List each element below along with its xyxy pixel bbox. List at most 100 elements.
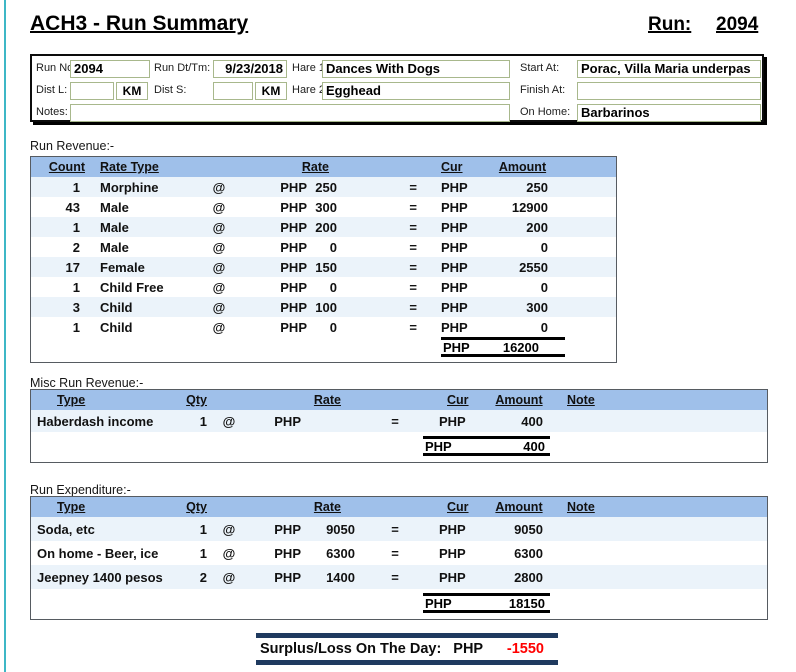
cell-rate: 250 [315,180,337,195]
expenditure-section-label: Run Expenditure:- [30,483,131,497]
cell-amount: 2800 [514,570,543,585]
cell-rate-cur: PHP [274,570,301,585]
start-at-field[interactable]: Porac, Villa Maria underpas [577,60,761,78]
cell-amount: 250 [526,180,548,195]
cell-rate: 300 [315,200,337,215]
run-label: Run: [648,14,691,36]
cell-qty: 1 [200,546,209,561]
cell-equals: = [409,220,437,235]
total-amount: 18150 [509,596,550,611]
cell-rate: 1400 [326,570,355,585]
notes-field[interactable] [70,104,510,122]
cell-cur: PHP [437,280,497,295]
cell-amount: 2550 [519,260,548,275]
table-row: Haberdash income 1 @ PHP = PHP 400 [31,410,767,432]
cell-qty: 1 [200,522,209,537]
cell-qty: 2 [200,570,209,585]
dist-s-field[interactable] [213,82,253,100]
cell-rate: 100 [315,300,337,315]
run-dt-label: Run Dt/Tm: [154,62,210,74]
hare2-field[interactable]: Egghead [322,82,510,100]
cell-rate-cur: PHP [280,260,307,275]
col-header-cur: Cur [435,393,495,407]
total-cur: PHP [423,596,452,611]
col-header-rate: Rate [314,393,355,407]
col-header-qty: Qty [186,500,209,514]
cell-equals: = [391,546,399,561]
cell-rate: 9050 [326,522,355,537]
cell-equals: = [409,260,437,275]
table-row: 1 Morphine @ PHP 250 = PHP 250 [31,177,616,197]
cell-rate-cur: PHP [280,200,307,215]
cell-amount: 200 [526,220,548,235]
col-header-cur: Cur [437,160,463,174]
cell-at-sign: @ [213,320,226,335]
finish-at-field[interactable] [577,82,761,100]
cell-cur: PHP [437,300,497,315]
surplus-loss-strip: Surplus/Loss On The Day: PHP -1550 [256,633,558,665]
cell-count: 1 [73,180,85,195]
on-home-field[interactable]: Barbarinos [577,104,761,122]
col-header-count: Count [49,160,85,174]
cell-cur: PHP [437,240,497,255]
col-header-amount: Amount [495,500,542,514]
cell-at-sign: @ [223,546,236,561]
expenditure-total-row: PHP 18150 [423,593,550,613]
cell-rate-cur: PHP [280,240,307,255]
total-amount: 400 [523,439,550,454]
col-header-rate: Rate [314,500,355,514]
run-no-field[interactable]: 2094 [70,60,150,78]
hare1-field[interactable]: Dances With Dogs [322,60,510,78]
run-revenue-total-row: PHP 16200 [441,337,565,357]
cell-equals: = [409,320,437,335]
cell-at-sign: @ [213,200,226,215]
start-at-label: Start At: [520,62,559,74]
expenditure-header-row: Type Qty Rate Cur Amount Note [31,497,767,517]
cell-rate-type: Child [85,300,195,315]
total-cur: PHP [441,340,470,355]
col-header-type: Type [31,393,181,407]
col-header-amount: Amount [495,393,542,407]
cell-rate: 0 [330,280,337,295]
table-row: 1 Male @ PHP 200 = PHP 200 [31,217,616,237]
misc-revenue-table: Type Qty Rate Cur Amount Note Haberdash … [30,389,768,463]
run-summary-report: ACH3 - Run Summary Run: 2094 Run No: 209… [0,0,796,672]
cell-type: Haberdash income [31,414,181,429]
cell-cur: PHP [437,200,497,215]
cell-cur: PHP [435,546,495,561]
col-header-amount: Amount [499,160,546,174]
cell-rate-type: Morphine [85,180,195,195]
cell-rate-cur: PHP [274,522,301,537]
run-header-form: Run No: 2094 Run Dt/Tm: 9/23/2018 Hare 1… [30,54,764,122]
total-amount: 16200 [503,340,565,355]
cell-equals: = [409,300,437,315]
col-header-rate-type: Rate Type [85,160,159,174]
cell-amount: 0 [541,240,548,255]
dist-s-km-box: KM [255,82,287,100]
cell-amount: 400 [521,414,543,429]
on-home-label: On Home: [520,106,570,118]
cell-rate: 6300 [326,546,355,561]
cell-rate-cur: PHP [274,414,301,429]
cell-at-sign: @ [223,522,236,537]
cell-at-sign: @ [213,240,226,255]
table-row: Jeepney 1400 pesos 2 @ PHP 1400 = PHP 28… [31,565,767,589]
total-cur: PHP [423,439,452,454]
run-dt-field[interactable]: 9/23/2018 [213,60,287,78]
window-edge-line [4,0,6,672]
surplus-amount: -1550 [483,641,558,657]
cell-count: 17 [66,260,85,275]
cell-at-sign: @ [213,300,226,315]
cell-count: 2 [73,240,85,255]
cell-rate: 0 [330,320,337,335]
cell-count: 1 [73,220,85,235]
cell-rate-cur: PHP [280,320,307,335]
dist-l-field[interactable] [70,82,114,100]
cell-at-sign: @ [213,280,226,295]
cell-rate-type: Male [85,220,195,235]
cell-rate: 150 [315,260,337,275]
cell-cur: PHP [435,522,495,537]
cell-cur: PHP [435,414,495,429]
cell-amount: 0 [541,320,548,335]
cell-type: Soda, etc [31,522,181,537]
